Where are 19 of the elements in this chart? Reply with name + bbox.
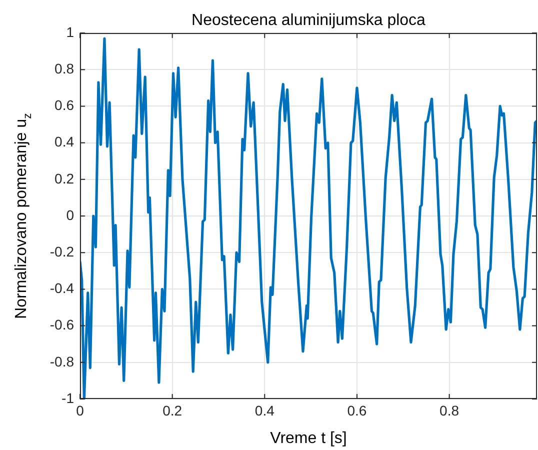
y-tick-label: -1 [62, 390, 74, 406]
y-tick-label: -0.4 [50, 280, 74, 296]
y-tick-label: -0.8 [50, 353, 74, 370]
x-tick-label: 0.8 [440, 402, 460, 418]
x-tick-label: 0.6 [347, 402, 367, 418]
y-tick-label: 1 [66, 24, 74, 40]
y-tick-label: 0.2 [54, 170, 74, 186]
y-tick-label: 0 [66, 206, 74, 223]
x-tick-label: 0.2 [162, 402, 182, 418]
x-tick-label: 0.4 [254, 402, 275, 418]
x-axis-title: Vreme t [s] [270, 430, 347, 447]
chart-title: Neostecena aluminijumska ploca [192, 12, 426, 29]
y-axis-title: Normalizovano pomeranje uz [13, 112, 34, 319]
y-tick-label: 0.6 [54, 97, 74, 114]
y-tick-label: -0.2 [50, 243, 74, 260]
y-tick-label: -0.6 [50, 316, 74, 333]
x-tick-label: 0 [76, 402, 84, 418]
y-tick-label: 0.4 [54, 134, 74, 150]
y-tick-label: 0.8 [54, 60, 74, 76]
